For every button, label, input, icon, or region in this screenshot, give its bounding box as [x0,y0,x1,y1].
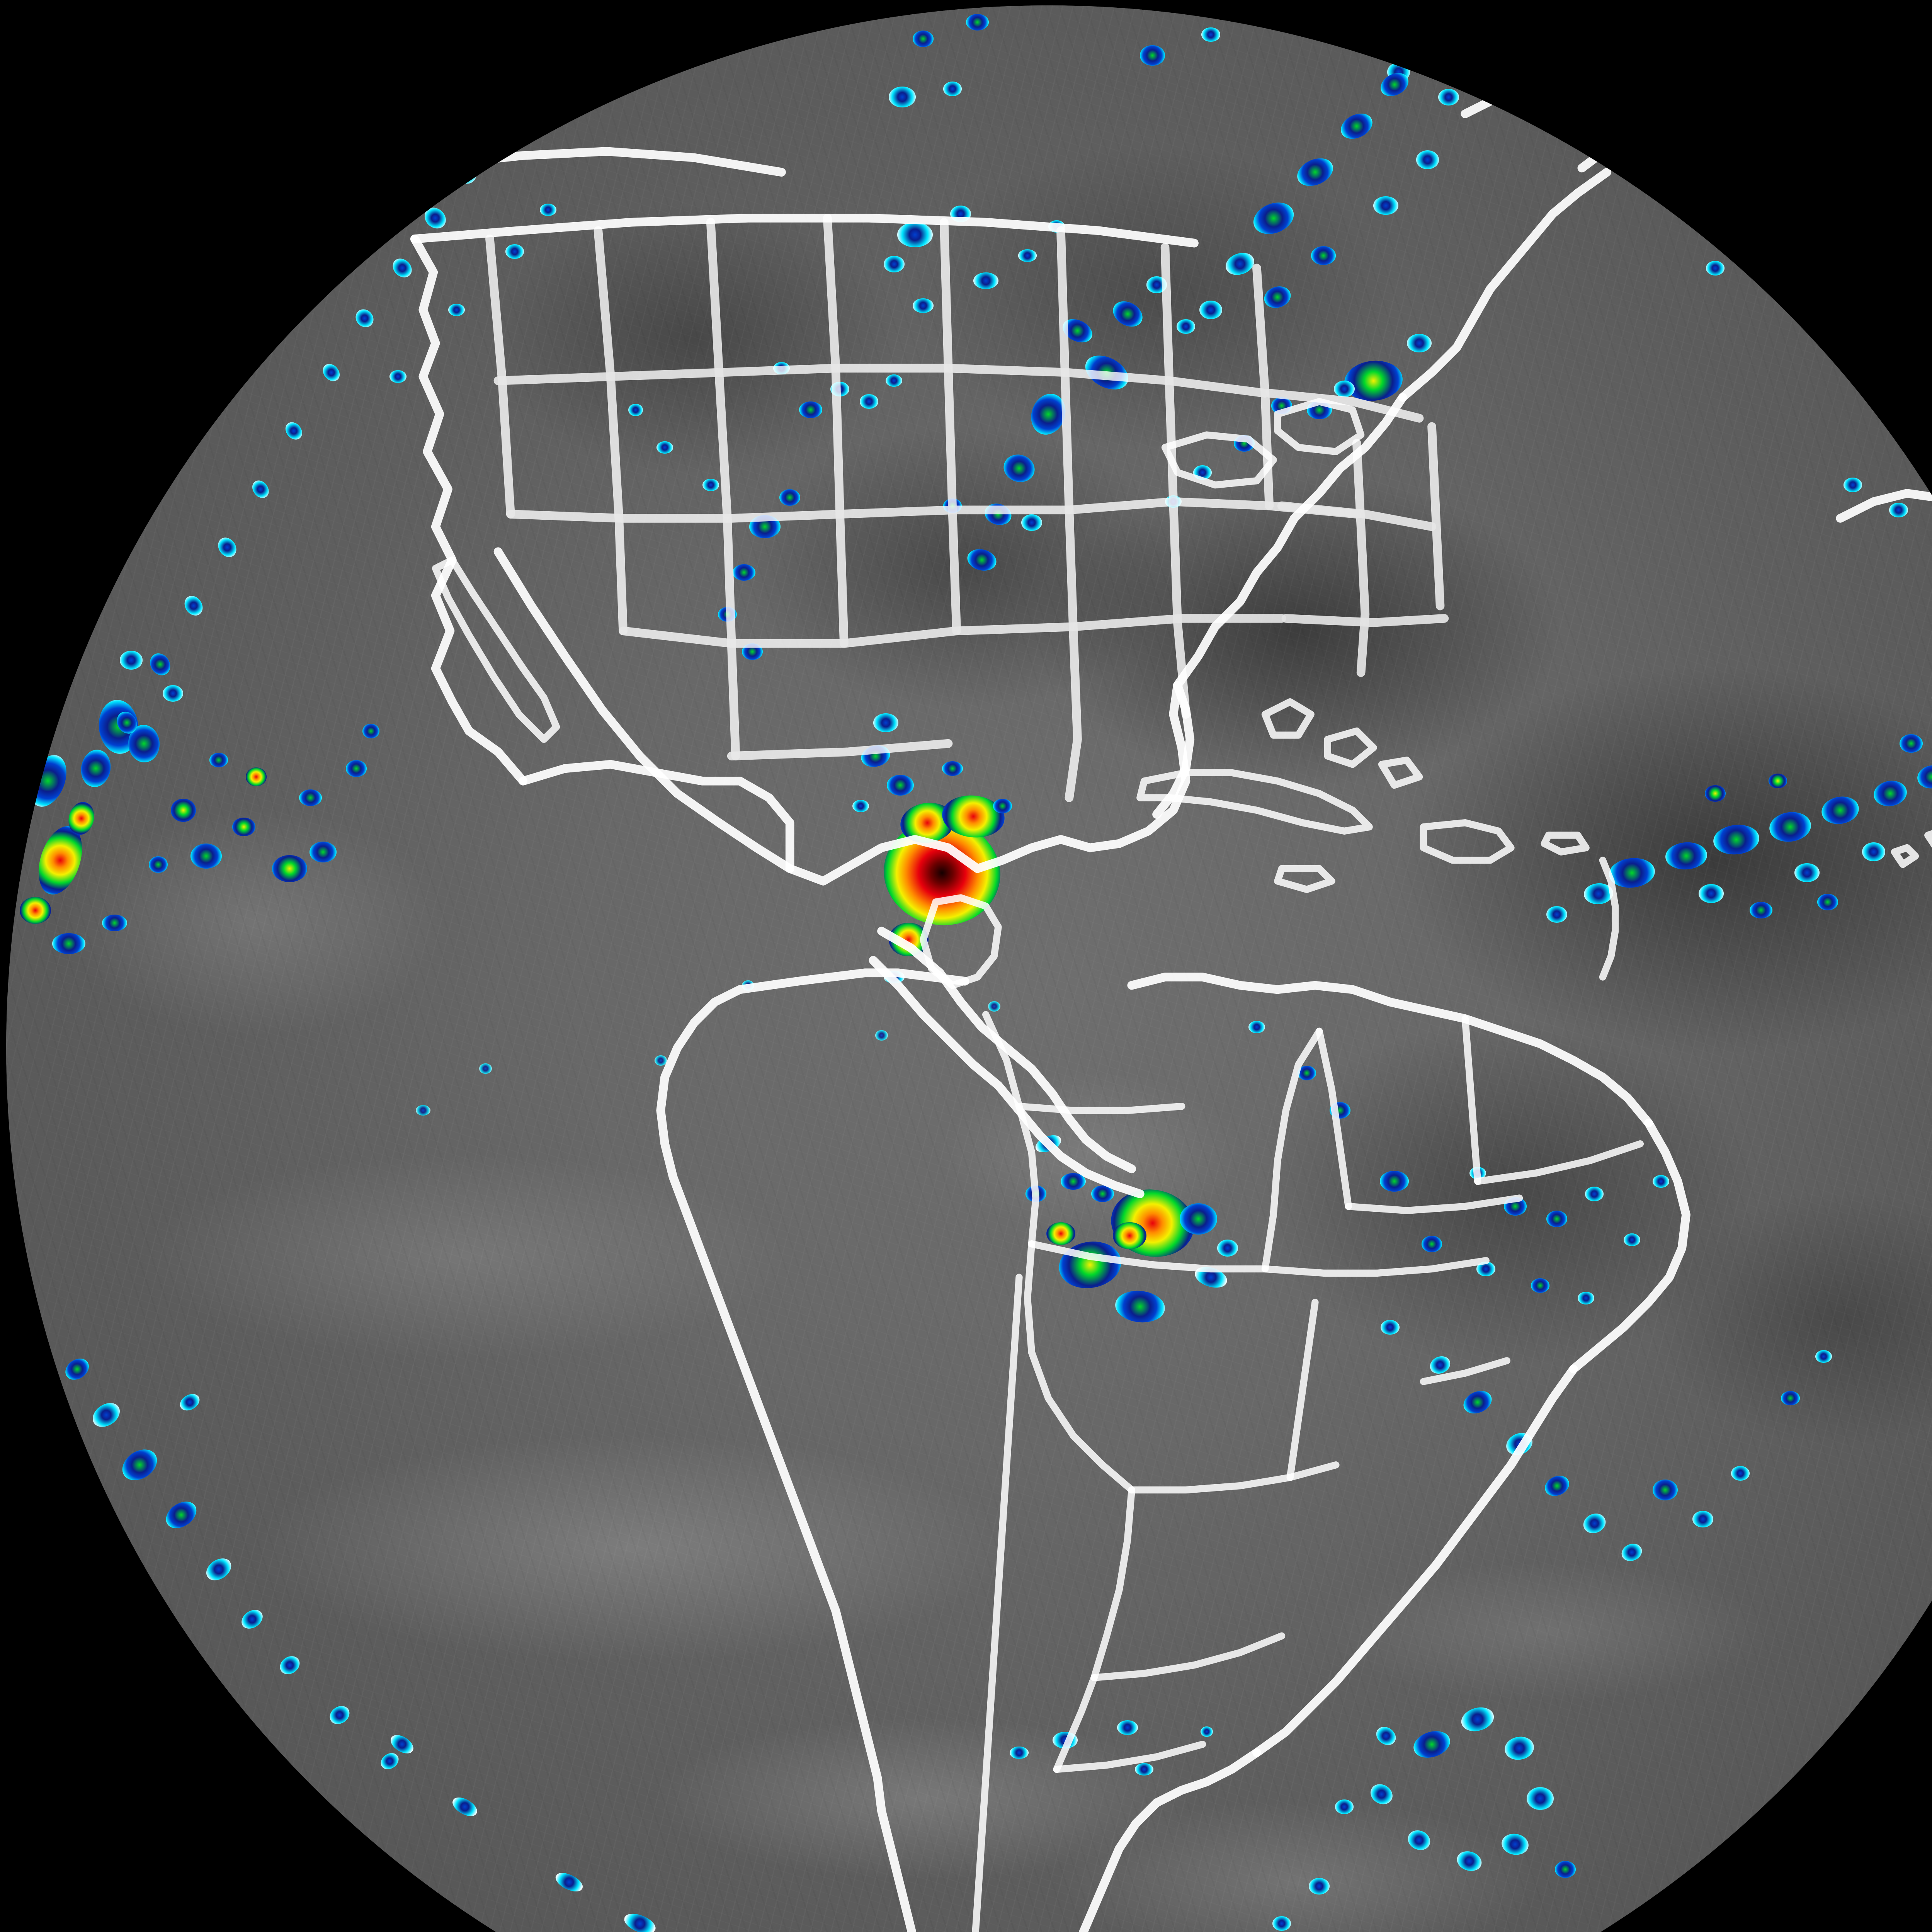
earth-full-disk [6,5,1932,1932]
limb-brightening [6,5,1932,1932]
